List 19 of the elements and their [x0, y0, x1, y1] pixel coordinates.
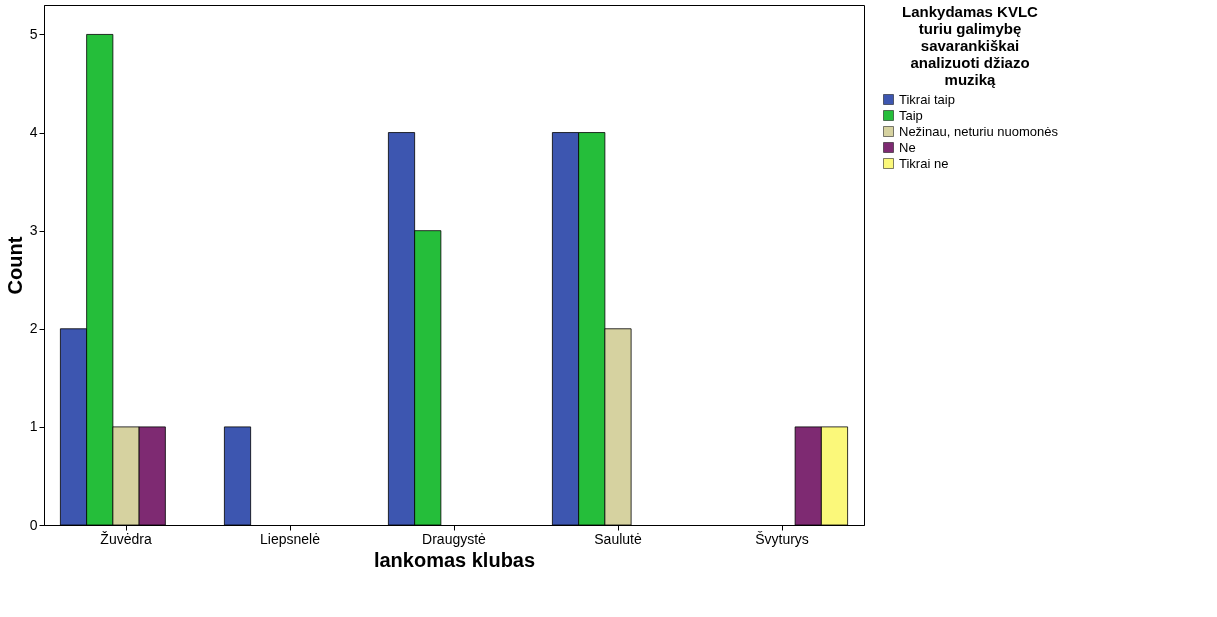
x-tick-label: Saulutė — [594, 530, 642, 547]
y-tick-label: 4 — [29, 124, 38, 141]
legend-label: Nežinau, neturiu nuomonės — [899, 123, 1059, 139]
x-axis-title: lankomas klubas — [373, 548, 536, 571]
legend-label: Tikrai taip — [899, 91, 955, 107]
x-tick-label: Žuvėdra — [100, 530, 152, 547]
y-tick-label: 1 — [29, 418, 38, 435]
x-tick-label: Švyturys — [755, 530, 809, 547]
y-tick-label: 2 — [29, 320, 38, 337]
legend-label: Ne — [899, 139, 916, 155]
legend-label: Tikrai ne — [899, 155, 949, 171]
y-axis-title: Count — [3, 236, 26, 295]
y-tick-label: 5 — [29, 25, 38, 42]
x-tick-label: Liepsnelė — [260, 530, 321, 547]
legend-label: Taip — [899, 107, 923, 123]
y-tick-label: 3 — [29, 222, 38, 239]
legend-title: Lankydamas KVLC turiu galimybę savarankiškai analizuoti džiazo muziką — [902, 3, 1039, 88]
x-tick-label: Draugystė — [422, 530, 487, 547]
y-tick-label: 0 — [29, 516, 38, 533]
